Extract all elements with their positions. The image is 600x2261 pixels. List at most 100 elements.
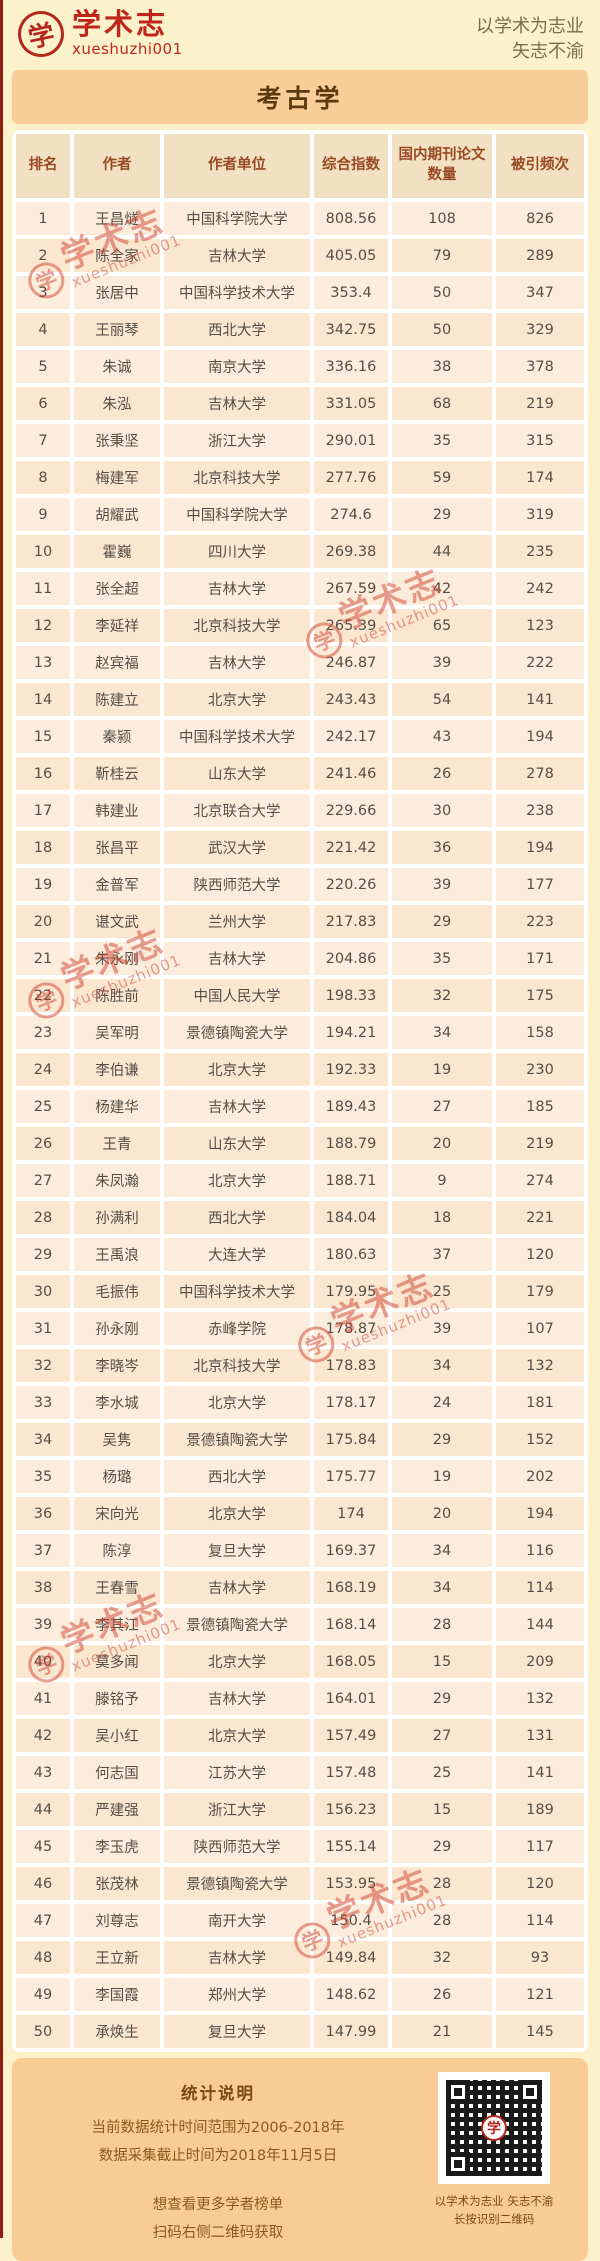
citations-cell: 329	[496, 313, 584, 346]
index-cell: 331.05	[314, 387, 388, 420]
rank-cell: 21	[16, 942, 70, 975]
author-cell: 张昌平	[74, 831, 160, 864]
papers-cell: 27	[392, 1719, 492, 1752]
institution-cell: 江苏大学	[164, 1756, 310, 1789]
papers-cell: 34	[392, 1534, 492, 1567]
author-cell: 杨建华	[74, 1090, 160, 1123]
rank-cell: 17	[16, 794, 70, 827]
rank-cell: 41	[16, 1682, 70, 1715]
author-cell: 谌文武	[74, 905, 160, 938]
index-cell: 290.01	[314, 424, 388, 457]
institution-cell: 吉林大学	[164, 1571, 310, 1604]
table-row: 38 王春雪 吉林大学 168.19 34 114	[16, 1571, 584, 1604]
author-cell: 朱永刚	[74, 942, 160, 975]
table-row: 36 宋向光 北京大学 174 20 194	[16, 1497, 584, 1530]
author-cell: 杨璐	[74, 1460, 160, 1493]
author-cell: 吴小红	[74, 1719, 160, 1752]
papers-cell: 34	[392, 1016, 492, 1049]
citations-cell: 219	[496, 387, 584, 420]
table-row: 16 靳桂云 山东大学 241.46 26 278	[16, 757, 584, 790]
statistics-range: 当前数据统计时间范围为2006-2018年	[91, 2120, 345, 2136]
rank-cell: 43	[16, 1756, 70, 1789]
table-row: 21 朱永刚 吉林大学 204.86 35 171	[16, 942, 584, 975]
table-row: 1 王昌燧 中国科学院大学 808.56 108 826	[16, 202, 584, 235]
rank-cell: 39	[16, 1608, 70, 1641]
table-row: 5 朱诚 南京大学 336.16 38 378	[16, 350, 584, 383]
qr-finder-icon	[446, 2080, 470, 2104]
institution-cell: 北京联合大学	[164, 794, 310, 827]
index-cell: 149.84	[314, 1941, 388, 1974]
qr-finder-icon	[518, 2080, 542, 2104]
papers-cell: 108	[392, 202, 492, 235]
rank-cell: 49	[16, 1978, 70, 2011]
institution-cell: 北京科技大学	[164, 609, 310, 642]
table-row: 33 李水城 北京大学 178.17 24 181	[16, 1386, 584, 1419]
table-row: 7 张秉坚 浙江大学 290.01 35 315	[16, 424, 584, 457]
index-cell: 178.83	[314, 1349, 388, 1382]
papers-cell: 50	[392, 313, 492, 346]
index-cell: 221.42	[314, 831, 388, 864]
institution-cell: 郑州大学	[164, 1978, 310, 2011]
citations-cell: 120	[496, 1238, 584, 1271]
institution-cell: 南京大学	[164, 350, 310, 383]
institution-cell: 吉林大学	[164, 1682, 310, 1715]
index-cell: 194.21	[314, 1016, 388, 1049]
index-cell: 147.99	[314, 2015, 388, 2048]
brand-logo: 学 学术志 xueshuzhi001	[13, 6, 183, 61]
table-row: 35 杨璐 西北大学 175.77 19 202	[16, 1460, 584, 1493]
citations-cell: 315	[496, 424, 584, 457]
table-row: 13 赵宾福 吉林大学 246.87 39 222	[16, 646, 584, 679]
institution-cell: 山东大学	[164, 757, 310, 790]
papers-cell: 68	[392, 387, 492, 420]
rank-cell: 25	[16, 1090, 70, 1123]
author-cell: 王春雪	[74, 1571, 160, 1604]
institution-cell: 四川大学	[164, 535, 310, 568]
index-cell: 164.01	[314, 1682, 388, 1715]
author-cell: 王丽琴	[74, 313, 160, 346]
citations-cell: 116	[496, 1534, 584, 1567]
table-row: 39 李其江 景德镇陶瓷大学 168.14 28 144	[16, 1608, 584, 1641]
rank-cell: 8	[16, 461, 70, 494]
author-cell: 李国霞	[74, 1978, 160, 2011]
citations-cell: 209	[496, 1645, 584, 1678]
rank-cell: 27	[16, 1164, 70, 1197]
papers-cell: 65	[392, 609, 492, 642]
table-row: 28 孙满利 西北大学 184.04 18 221	[16, 1201, 584, 1234]
author-cell: 王青	[74, 1127, 160, 1160]
rank-cell: 42	[16, 1719, 70, 1752]
rank-cell: 9	[16, 498, 70, 531]
author-cell: 秦颍	[74, 720, 160, 753]
author-cell: 金普军	[74, 868, 160, 901]
papers-cell: 25	[392, 1275, 492, 1308]
institution-cell: 北京科技大学	[164, 461, 310, 494]
papers-cell: 28	[392, 1867, 492, 1900]
index-cell: 189.43	[314, 1090, 388, 1123]
citations-cell: 235	[496, 535, 584, 568]
table-row: 11 张全超 吉林大学 267.59 42 242	[16, 572, 584, 605]
citations-cell: 378	[496, 350, 584, 383]
papers-cell: 39	[392, 868, 492, 901]
citations-cell: 289	[496, 239, 584, 272]
statistics-deadline: 数据采集截止时间为2018年11月5日	[98, 2148, 338, 2164]
table-row: 2 陈全家 吉林大学 405.05 79 289	[16, 239, 584, 272]
author-cell: 严建强	[74, 1793, 160, 1826]
papers-cell: 79	[392, 239, 492, 272]
papers-cell: 44	[392, 535, 492, 568]
institution-cell: 中国科学院大学	[164, 202, 310, 235]
citations-cell: 202	[496, 1460, 584, 1493]
table-row: 27 朱凤瀚 北京大学 188.71 9 274	[16, 1164, 584, 1197]
table-row: 41 滕铭予 吉林大学 164.01 29 132	[16, 1682, 584, 1715]
citations-cell: 175	[496, 979, 584, 1012]
column-header: 排名	[16, 134, 70, 198]
rank-cell: 35	[16, 1460, 70, 1493]
rank-cell: 24	[16, 1053, 70, 1086]
papers-cell: 15	[392, 1793, 492, 1826]
qr-code[interactable]: 学	[438, 2072, 550, 2184]
institution-cell: 山东大学	[164, 1127, 310, 1160]
rank-cell: 44	[16, 1793, 70, 1826]
author-cell: 王立新	[74, 1941, 160, 1974]
author-cell: 张茂林	[74, 1867, 160, 1900]
index-cell: 269.38	[314, 535, 388, 568]
institution-cell: 北京大学	[164, 1497, 310, 1530]
institution-cell: 兰州大学	[164, 905, 310, 938]
